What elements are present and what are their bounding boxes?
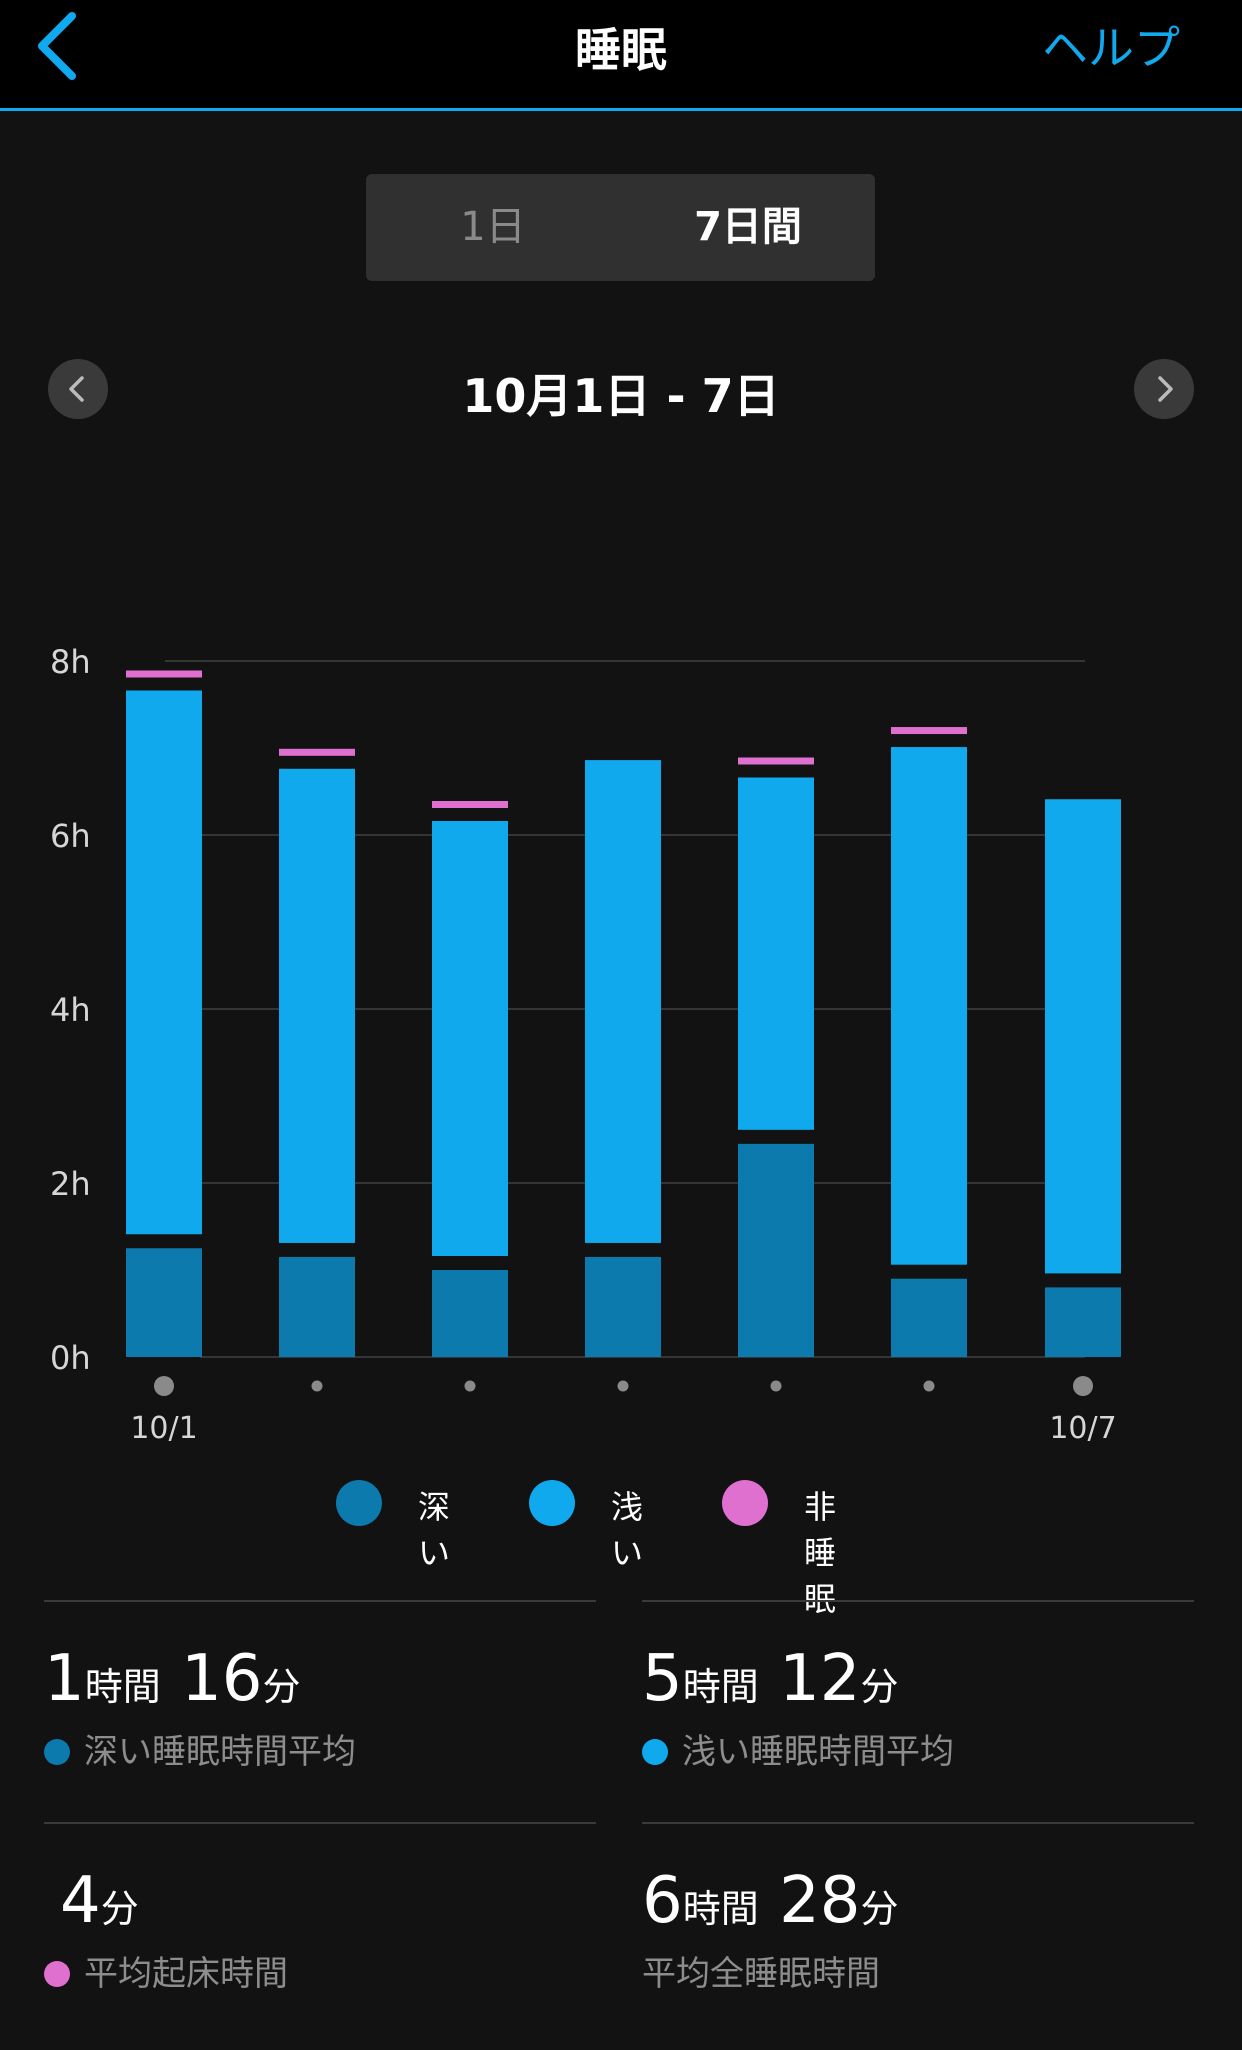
sleep-stacked-bar-chart: 8h 6h 4h 2h 0h 10/1 10/7 xyxy=(50,643,1121,1446)
bar-awake xyxy=(432,801,508,808)
tab-7-days[interactable]: 7日間 xyxy=(694,204,802,250)
page-title: 睡眠 xyxy=(575,23,667,77)
legend-swatch-light xyxy=(529,1480,575,1526)
status-dot xyxy=(642,1739,668,1765)
previous-week-button[interactable] xyxy=(48,359,108,419)
bar-awake xyxy=(279,748,355,756)
bar-deep xyxy=(126,1248,202,1357)
bar-awake xyxy=(891,727,967,735)
stat-caption: 深い睡眠時間平均 xyxy=(44,1724,356,1773)
stat-value: 6時間 28分 xyxy=(642,1864,899,1938)
divider xyxy=(642,1600,1194,1602)
bar-light xyxy=(432,821,508,1256)
bar-deep xyxy=(432,1270,508,1357)
status-dot xyxy=(44,1961,70,1987)
legend-label-light: 浅い xyxy=(611,1488,644,1572)
stat-caption: 平均起床時間 xyxy=(44,1946,288,1995)
stat-caption: 浅い睡眠時間平均 xyxy=(642,1724,954,1773)
stat-awake-average: 4分 平均起床時間 xyxy=(44,1822,596,2022)
bar-deep xyxy=(1045,1287,1121,1357)
x-axis-day-dot xyxy=(923,1380,935,1392)
legend-label-awake: 非睡眠 xyxy=(804,1488,837,1618)
y-tick-label: 6h xyxy=(50,817,91,855)
date-range: 10月1日 - 7日 xyxy=(462,369,780,423)
legend-swatch-deep xyxy=(336,1480,382,1526)
stat-value: 4分 xyxy=(60,1864,139,1938)
status-dot xyxy=(44,1739,70,1765)
bar-light xyxy=(1045,799,1121,1274)
bar-light xyxy=(279,768,355,1243)
divider xyxy=(642,1822,1194,1824)
y-tick-label: 0h xyxy=(50,1339,91,1377)
stat-deep-average: 1時間 16分 深い睡眠時間平均 xyxy=(44,1600,596,1800)
legend-swatch-awake xyxy=(722,1480,768,1526)
bar-awake xyxy=(126,670,202,678)
chevron-left-icon xyxy=(69,376,84,402)
help-button[interactable]: ヘルプ xyxy=(1042,21,1180,75)
x-axis-day-dot xyxy=(154,1376,174,1396)
x-axis-day-dot xyxy=(770,1380,782,1392)
stat-value: 1時間 16分 xyxy=(44,1642,301,1716)
chevron-left-icon xyxy=(38,12,76,80)
bar-awake xyxy=(738,757,814,765)
tab-1-day[interactable]: 1日 xyxy=(460,204,526,250)
divider xyxy=(44,1822,596,1824)
next-week-button[interactable] xyxy=(1134,359,1194,419)
bar-light xyxy=(585,760,661,1243)
x-axis-day-dot xyxy=(617,1380,629,1392)
chevron-right-icon xyxy=(1158,376,1173,402)
legend-label-deep: 深い xyxy=(418,1488,451,1572)
stat-light-average: 5時間 12分 浅い睡眠時間平均 xyxy=(642,1600,1194,1800)
period-segmented-control: 1日 7日間 xyxy=(366,174,875,281)
x-axis-day-dot xyxy=(311,1380,323,1392)
y-tick-label: 8h xyxy=(50,643,91,681)
bar-deep xyxy=(585,1256,661,1357)
x-axis-day-dot xyxy=(464,1380,476,1392)
bar-light xyxy=(126,690,202,1235)
navigation-bar: 睡眠 ヘルプ xyxy=(0,0,1242,111)
stat-total-average: 6時間 28分 平均全睡眠時間 xyxy=(642,1822,1194,2022)
y-tick-label: 4h xyxy=(50,991,91,1029)
bar-light xyxy=(738,777,814,1130)
y-tick-label: 2h xyxy=(50,1165,91,1203)
x-tick-label: 10/1 xyxy=(130,1411,197,1446)
x-tick-label: 10/7 xyxy=(1049,1411,1116,1446)
x-axis-day-dot xyxy=(1073,1376,1093,1396)
stat-caption: 平均全睡眠時間 xyxy=(642,1954,880,1994)
back-button[interactable] xyxy=(30,8,90,84)
stat-value: 5時間 12分 xyxy=(642,1642,899,1716)
bar-deep xyxy=(279,1256,355,1357)
bar-deep xyxy=(738,1143,814,1357)
bar-deep xyxy=(891,1278,967,1357)
divider xyxy=(44,1600,596,1602)
bar-light xyxy=(891,747,967,1265)
